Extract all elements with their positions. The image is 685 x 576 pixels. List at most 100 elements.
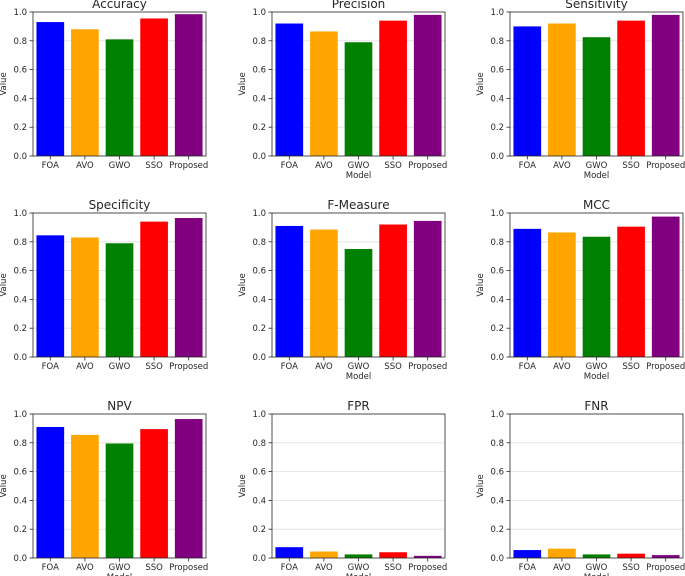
bar-sso xyxy=(379,224,407,357)
axes-frame xyxy=(509,413,684,559)
y-tick-label: 0.8 xyxy=(490,37,504,47)
bar-gwo xyxy=(582,554,611,558)
y-tick-label: 0.8 xyxy=(13,238,27,248)
x-tick-label: Proposed xyxy=(169,563,208,573)
y-axis-label: Value xyxy=(476,273,486,296)
y-tick-label: 0.0 xyxy=(252,152,266,162)
y-tick-label: 0.8 xyxy=(490,238,504,248)
x-tick-label: AVO xyxy=(315,563,333,573)
x-tick-label: FOA xyxy=(42,161,59,171)
bar-foa xyxy=(36,426,65,558)
y-tick-label: 0.2 xyxy=(490,324,504,334)
bar-foa xyxy=(513,26,542,157)
x-tick-label: AVO xyxy=(76,563,94,573)
y-tick-label: 0.6 xyxy=(13,66,27,76)
y-tick-label: 0.6 xyxy=(252,267,266,277)
bar-foa xyxy=(275,225,304,357)
bar-avo xyxy=(310,229,338,357)
y-axis-label: Value xyxy=(476,72,486,95)
y-tick-label: 1.0 xyxy=(252,209,266,219)
y-tick-label: 1.0 xyxy=(490,410,504,420)
x-tick-label: FOA xyxy=(519,161,536,171)
y-tick-label: 0.4 xyxy=(252,295,266,305)
y-tick-label: 0.4 xyxy=(13,295,27,305)
plot-specificity: 0.0 0.2 0.4 0.6 0.8 1.0 FOA AVO GWO SSO Proposed Sp… xyxy=(0,198,208,372)
y-axis-label: Value xyxy=(238,273,248,296)
x-tick-label: Proposed xyxy=(408,563,447,573)
y-axis-label: Value xyxy=(0,273,9,296)
bar-avo xyxy=(548,232,576,357)
bar-proposed xyxy=(413,555,442,558)
axes-frame xyxy=(509,11,684,157)
bar-avo xyxy=(548,23,576,156)
bar-avo xyxy=(548,548,576,558)
axes-frame xyxy=(32,212,207,358)
x-axis-label: Model xyxy=(584,372,610,382)
bar-sso xyxy=(379,552,407,558)
bar-proposed xyxy=(651,555,680,558)
bar-proposed xyxy=(413,14,442,156)
chart-title: Accuracy xyxy=(92,0,147,11)
x-tick-label: FOA xyxy=(519,362,536,372)
y-tick-label: 0.4 xyxy=(252,94,266,104)
axes-frame xyxy=(509,212,684,358)
x-tick-label: SSO xyxy=(622,362,640,372)
bar-gwo xyxy=(105,39,134,156)
y-tick-label: 1.0 xyxy=(252,410,266,420)
x-tick-label: Proposed xyxy=(646,362,685,372)
axes-frame xyxy=(271,212,446,358)
y-tick-label: 0.6 xyxy=(13,468,27,478)
x-tick-label: GWO xyxy=(348,563,370,573)
y-tick-label: 0.6 xyxy=(490,468,504,478)
y-tick-label: 0.8 xyxy=(490,439,504,449)
y-tick-label: 1.0 xyxy=(252,8,266,18)
plot-fnr: 0.0 0.2 0.4 0.6 0.8 1.0 FOA AVO GWO SSO Proposed FN… xyxy=(476,399,685,576)
y-tick-label: 1.0 xyxy=(13,8,27,18)
y-tick-label: 0.4 xyxy=(13,94,27,104)
bar-gwo xyxy=(344,42,373,156)
y-tick-label: 0.0 xyxy=(252,353,266,363)
x-axis-label: Model xyxy=(107,573,133,576)
x-axis-label: Model xyxy=(584,171,610,181)
bar-gwo xyxy=(344,249,373,357)
y-tick-label: 0.0 xyxy=(490,554,504,564)
y-tick-label: 1.0 xyxy=(13,410,27,420)
y-tick-label: 0.6 xyxy=(490,267,504,277)
x-tick-label: GWO xyxy=(109,161,131,171)
x-tick-label: FOA xyxy=(42,362,59,372)
bar-avo xyxy=(71,237,99,357)
x-tick-label: GWO xyxy=(348,362,370,372)
x-tick-label: GWO xyxy=(586,563,608,573)
x-tick-label: SSO xyxy=(384,563,402,573)
x-tick-label: GWO xyxy=(109,362,131,372)
x-tick-label: FOA xyxy=(281,563,298,573)
x-tick-label: Proposed xyxy=(646,563,685,573)
bar-gwo xyxy=(582,37,611,157)
plot-accuracy: 0.0 0.2 0.4 0.6 0.8 1.0 FOA AVO GWO SSO Proposed Ac… xyxy=(0,0,208,171)
bar-proposed xyxy=(651,14,680,156)
x-tick-label: GWO xyxy=(586,161,608,171)
plot-f-measure: 0.0 0.2 0.4 0.6 0.8 1.0 FOA AVO GWO SSO Proposed F-… xyxy=(238,198,447,382)
y-tick-label: 0.6 xyxy=(490,66,504,76)
bar-sso xyxy=(140,429,168,558)
x-tick-label: AVO xyxy=(76,161,94,171)
plot-mcc: 0.0 0.2 0.4 0.6 0.8 1.0 FOA AVO GWO SSO Proposed MC… xyxy=(476,198,685,382)
y-axis-label: Value xyxy=(238,72,248,95)
chart-title: FPR xyxy=(347,399,369,413)
bar-proposed xyxy=(174,419,203,558)
y-tick-label: 0.2 xyxy=(13,123,27,133)
x-tick-label: Proposed xyxy=(408,161,447,171)
x-axis-label: Model xyxy=(346,372,372,382)
y-tick-label: 0.8 xyxy=(13,37,27,47)
x-tick-label: FOA xyxy=(281,362,298,372)
chart-title: NPV xyxy=(107,399,132,413)
plot-npv: 0.0 0.2 0.4 0.6 0.8 1.0 FOA AVO GWO SSO Proposed NP… xyxy=(0,399,208,576)
bar-avo xyxy=(71,29,99,157)
x-tick-label: GWO xyxy=(586,362,608,372)
bar-foa xyxy=(513,228,542,357)
plot-sensitivity: 0.0 0.2 0.4 0.6 0.8 1.0 FOA AVO GWO SSO Proposed Se… xyxy=(476,0,685,181)
x-tick-label: SSO xyxy=(145,362,163,372)
y-tick-label: 1.0 xyxy=(490,209,504,219)
y-tick-label: 0.2 xyxy=(252,525,266,535)
